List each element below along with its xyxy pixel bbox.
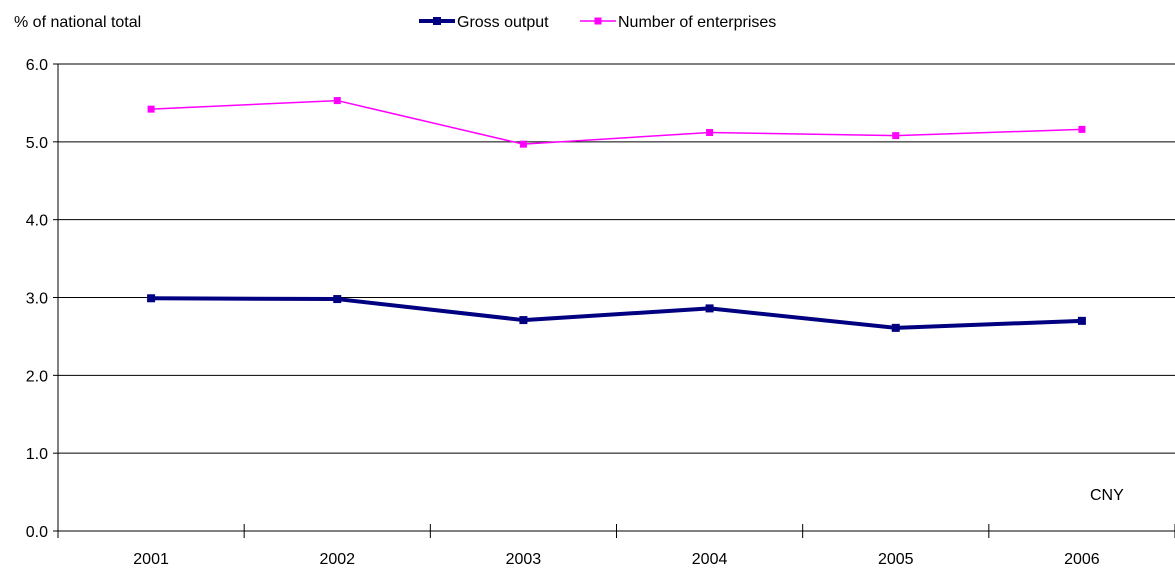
data-point [519, 140, 527, 148]
x-tick-label: 2006 [1064, 551, 1100, 568]
y-tick-label: 0.0 [26, 524, 48, 541]
x-tick-label: 2003 [506, 551, 542, 568]
series-line-number-of-enterprises [151, 99, 1082, 145]
data-point [519, 316, 528, 325]
y-tick-label: 6.0 [26, 57, 48, 74]
data-point [1077, 316, 1086, 325]
data-point [147, 294, 156, 303]
legend: Gross output Number of enterprises [419, 14, 776, 31]
legend-label: Number of enterprises [618, 14, 776, 31]
x-tick-label: 2004 [692, 551, 728, 568]
x-tick-label: 2001 [133, 551, 169, 568]
y-tick-label: 5.0 [26, 135, 48, 152]
annotation: CNY [1090, 487, 1124, 504]
y-tick-label: 1.0 [26, 446, 48, 463]
x-axis: 2001 2002 2003 2004 2005 2006 [57, 64, 1175, 568]
data-point [1078, 125, 1086, 133]
y-tick-label: 4.0 [26, 213, 48, 230]
data-point [333, 97, 341, 105]
data-point [706, 128, 714, 136]
y-axis-label: % of national total [14, 14, 141, 31]
x-tick-label: 2005 [878, 551, 914, 568]
y-axis-ticks: 0.0 1.0 2.0 3.0 4.0 5.0 6.0 [26, 57, 58, 541]
data-point [892, 132, 900, 140]
data-point [147, 105, 155, 113]
y-tick-label: 2.0 [26, 368, 48, 385]
gridlines [58, 63, 1175, 454]
data-point [705, 304, 714, 313]
y-tick-label: 3.0 [26, 291, 48, 308]
data-point [333, 295, 342, 304]
legend-label: Gross output [457, 14, 549, 31]
data-point [891, 323, 900, 332]
series-line-gross-output [151, 296, 1082, 330]
x-tick-label: 2002 [319, 551, 355, 568]
legend-swatch-marker [594, 17, 602, 25]
series-layer [147, 97, 1086, 332]
legend-swatch-marker [433, 17, 441, 25]
